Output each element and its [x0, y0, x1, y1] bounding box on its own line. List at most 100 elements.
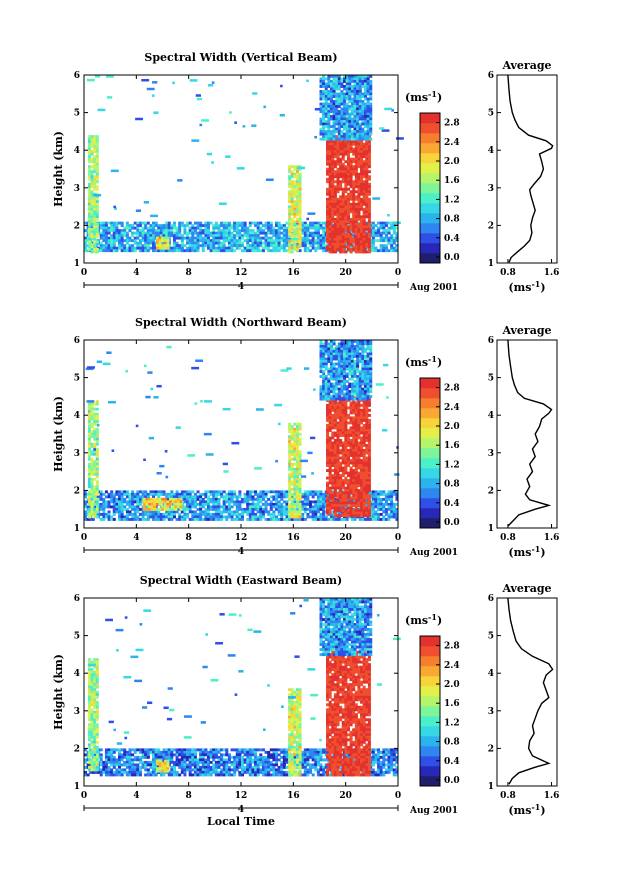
- heatmap-region-6: [319, 340, 373, 401]
- y-tick-label: 6: [74, 336, 80, 346]
- y-tick-label: 3: [74, 449, 80, 459]
- colorbar-segment: [420, 756, 440, 767]
- colorbar-unit: (ms-1): [405, 612, 442, 627]
- colorbar-tick-label: 2.0: [444, 680, 460, 690]
- heatmap-title: Spectral Width (Vertical Beam): [144, 51, 337, 64]
- colorbar-segment: [420, 243, 440, 254]
- y-tick-label: 4: [74, 146, 80, 156]
- colorbar-frame: [419, 635, 441, 787]
- heatmap-title: Spectral Width (Eastward Beam): [140, 574, 342, 587]
- average-y-tick-label: 2: [488, 744, 494, 754]
- average-panel: Average 1 2 3 4 5 6 0.8 1.6(ms-1): [488, 582, 560, 817]
- heatmap-title: Spectral Width (Northward Beam): [135, 316, 347, 329]
- average-y-tick-label: 4: [488, 411, 494, 421]
- y-tick-label: 4: [74, 669, 80, 679]
- x-tick-label: 12: [235, 533, 248, 543]
- colorbar-segment: [420, 468, 440, 479]
- colorbar-segment: [420, 408, 440, 419]
- average-x-tick-label: 0.8: [500, 533, 516, 543]
- average-y-tick-label: 1: [488, 524, 494, 534]
- average-y-tick-label: 6: [488, 594, 494, 604]
- heatmap-region-4: [288, 422, 302, 519]
- x-tick-label: 16: [287, 791, 300, 801]
- colorbar-segment: [420, 636, 440, 647]
- date-label: Aug 2001: [409, 548, 458, 558]
- colorbar-segment: [420, 716, 440, 727]
- heatmap-scatter: [85, 345, 400, 479]
- colorbar-unit: (ms-1): [405, 354, 442, 369]
- x-tick-label: 4: [133, 533, 139, 543]
- heatmap-scatter: [86, 75, 404, 225]
- colorbar-tick-label: 2.8: [444, 642, 460, 652]
- heatmap-region-3: [155, 236, 170, 250]
- colorbar-segment: [420, 428, 440, 439]
- heatmap-region-5: [326, 135, 371, 254]
- colorbar-tick-label: 2.4: [444, 403, 460, 413]
- colorbar-tick-label: 1.2: [444, 718, 460, 728]
- colorbar-segment: [420, 666, 440, 677]
- colorbar-segment: [420, 488, 440, 499]
- y-tick-label: 2: [74, 744, 80, 754]
- average-title: Average: [501, 59, 551, 72]
- x-tick-label: 4: [133, 791, 139, 801]
- average-y-tick-label: 3: [488, 707, 494, 717]
- average-y-tick-label: 6: [488, 71, 494, 81]
- colorbar-segment: [420, 518, 440, 529]
- colorbar-segment: [420, 458, 440, 469]
- y-tick-label: 2: [74, 221, 80, 231]
- date-label: Aug 2001: [409, 806, 458, 816]
- average-x-tick-label: 1.6: [544, 268, 560, 278]
- average-y-tick-label: 3: [488, 184, 494, 194]
- x-tick-label: 20: [339, 791, 352, 801]
- average-y-tick-label: 2: [488, 221, 494, 231]
- colorbar-segment: [420, 776, 440, 787]
- colorbar-segment: [420, 706, 440, 717]
- average-y-tick-label: 1: [488, 782, 494, 792]
- colorbar-segment: [420, 478, 440, 489]
- colorbar-tick-label: 0.8: [444, 738, 460, 748]
- colorbar-segment: [420, 253, 440, 264]
- heatmap-cells: [84, 340, 400, 521]
- colorbar-tick-label: 1.2: [444, 195, 460, 205]
- average-frame: [496, 597, 558, 787]
- y-tick-label: 5: [74, 374, 80, 384]
- average-title: Average: [501, 324, 551, 337]
- colorbar-tick-label: 2.4: [444, 661, 460, 671]
- heatmap-region-2: [87, 135, 99, 254]
- day-marker: 4: [238, 805, 244, 815]
- colorbar-segment: [420, 143, 440, 154]
- colorbar-tick-label: 2.0: [444, 157, 460, 167]
- x-tick-label: 4: [133, 268, 139, 278]
- colorbar-segment: [420, 766, 440, 777]
- colorbar: 0.0 0.4 0.8 1.2 1.6 2.0 2.4 2.8 (ms-1): [405, 89, 460, 264]
- day-marker: 4: [238, 547, 244, 557]
- colorbar-tick-label: 1.6: [444, 441, 460, 451]
- colorbar-tick-label: 1.2: [444, 460, 460, 470]
- x-tick-label: 12: [235, 791, 248, 801]
- average-panel: Average 1 2 3 4 5 6 0.8 1.6(ms-1): [488, 324, 560, 559]
- y-tick-label: 4: [74, 411, 80, 421]
- x-tick-label: 20: [339, 533, 352, 543]
- date-label: Aug 2001: [409, 283, 458, 293]
- colorbar-frame: [419, 112, 441, 264]
- colorbar-segment: [420, 378, 440, 389]
- colorbar-tick-label: 0.0: [444, 253, 460, 263]
- x-tick-label: 0: [81, 268, 87, 278]
- average-panel: Average 1 2 3 4 5 6 0.8 1.6(ms-1): [488, 59, 560, 294]
- colorbar-segment: [420, 123, 440, 134]
- colorbar-segment: [420, 213, 440, 224]
- colorbar-segment: [420, 726, 440, 737]
- heatmap-region-5: [326, 396, 371, 518]
- average-y-tick-label: 4: [488, 146, 494, 156]
- average-x-label: (ms-1): [508, 802, 545, 817]
- colorbar-segment: [420, 133, 440, 144]
- colorbar-tick-label: 0.0: [444, 776, 460, 786]
- y-tick-label: 6: [74, 71, 80, 81]
- x-tick-label: 0: [81, 533, 87, 543]
- colorbar-segment: [420, 508, 440, 519]
- heatmap-scatter: [87, 599, 401, 745]
- colorbar-segment: [420, 438, 440, 449]
